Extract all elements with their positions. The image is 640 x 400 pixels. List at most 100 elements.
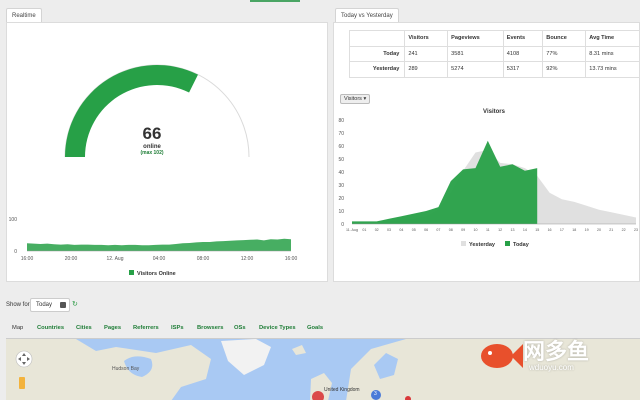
x-tick-label: 11	[486, 228, 490, 232]
x-tick-label: 01	[362, 228, 366, 232]
watermark-title: 网多鱼	[523, 339, 590, 364]
table-cell: 289	[404, 61, 449, 78]
x-tick-label: 12:00	[241, 256, 254, 262]
map-tab-countries[interactable]: Countries	[37, 325, 65, 331]
greenland-land	[221, 339, 271, 375]
x-tick-label: 11. Aug	[346, 228, 358, 232]
hudson-bay-water	[124, 356, 153, 377]
map-tab-oss[interactable]: OSs	[234, 325, 246, 331]
table-header-cell	[348, 30, 406, 47]
table-header-row: Visitors Pageviews Events Bounce Avg Tim…	[348, 30, 640, 47]
legend-swatch-yesterday	[461, 241, 466, 246]
y-tick-label: 10	[338, 209, 344, 215]
tab-today-vs-yesterday[interactable]: Today vs Yesterday	[335, 8, 399, 23]
x-tick-label: 12. Aug	[107, 256, 124, 262]
x-tick-label: 02	[375, 228, 379, 232]
legend-swatch-visitors-online	[129, 270, 134, 275]
map-pan-control[interactable]	[15, 350, 33, 368]
y-tick-label: 40	[338, 170, 344, 176]
metric-select[interactable]: Visitors ▾	[340, 94, 371, 104]
x-tick-label: 09	[461, 228, 465, 232]
date-value: Today	[36, 302, 53, 308]
table-cell: 241	[404, 45, 449, 62]
y-tick-label: 0	[341, 222, 344, 228]
map-tab-cities[interactable]: Cities	[76, 325, 92, 331]
x-tick-label: 07	[436, 228, 440, 232]
map-tab-goals[interactable]: Goals	[307, 325, 324, 331]
legend-label-yesterday: Yesterday	[469, 242, 496, 248]
visitors-online-area	[27, 238, 291, 251]
map-tab-browsers[interactable]: Browsers	[197, 325, 224, 331]
y-tick-label: 80	[338, 118, 344, 124]
x-tick-label: 20:00	[65, 256, 78, 262]
legend-label-today: Today	[513, 242, 530, 248]
y-tick-label: 20	[338, 196, 344, 202]
map-cluster-blue[interactable]	[371, 390, 381, 400]
north-america-land	[6, 339, 211, 400]
x-tick-label: 03	[387, 228, 391, 232]
table-row: Yesterday 289 5274 5317 92% 13.73 mins	[348, 61, 640, 78]
map-tab-referrers[interactable]: Referrers	[133, 325, 159, 331]
x-tick-label: 10	[473, 228, 477, 232]
y-tick-label: 50	[338, 157, 344, 163]
map-tab-device-types[interactable]: Device Types	[259, 325, 296, 331]
online-gauge	[64, 64, 250, 158]
table-header-cell: Bounce	[542, 30, 587, 47]
y-tick-label: 0	[14, 249, 17, 255]
gauge-value-arc	[65, 65, 198, 157]
x-tick-label: 16:00	[285, 256, 298, 262]
fish-logo-icon	[481, 344, 523, 368]
table-header-cell: Visitors	[404, 30, 449, 47]
street-view-pegman-icon[interactable]	[19, 377, 25, 389]
table-cell: 92%	[542, 61, 587, 78]
table-cell: 5274	[447, 61, 504, 78]
top-bar	[0, 0, 640, 4]
series-area-today	[352, 140, 538, 224]
visitors-online-chart: 100 0 16:00 20:00 12. Aug 04:00 08:00 12:00 16:0…	[9, 217, 298, 277]
x-tick-label: 13	[511, 228, 515, 232]
map-cluster-count[interactable]: 3	[374, 391, 377, 397]
legend-swatch-today	[505, 241, 510, 246]
table-cell: 13.73 mins	[585, 61, 640, 78]
online-max: (max 102)	[140, 150, 164, 156]
x-tick-label: 17	[560, 228, 564, 232]
x-tick-label: 23	[634, 228, 638, 232]
world-map[interactable]: Hudson Bay United Kingdom 3	[6, 338, 640, 400]
x-tick-label: 12	[498, 228, 502, 232]
table-cell: 3581	[447, 45, 504, 62]
chart-title: Visitors	[483, 109, 506, 115]
table-header-cell: Avg Time	[585, 30, 640, 47]
table-cell: 4108	[502, 45, 544, 62]
iceland-land	[292, 345, 306, 355]
table-header-cell: Events	[502, 30, 544, 47]
map-marker[interactable]	[405, 396, 411, 400]
eurasia-land	[346, 339, 640, 400]
x-tick-label: 15	[535, 228, 539, 232]
date-picker[interactable]: Today	[30, 298, 70, 312]
legend-label-visitors-online: Visitors Online	[137, 271, 176, 277]
map-canvas	[6, 339, 640, 400]
x-tick-label: 19	[585, 228, 589, 232]
y-tick-label: 70	[338, 131, 344, 137]
table-header-cell: Pageviews	[447, 30, 504, 47]
tab-realtime[interactable]: Realtime	[6, 8, 42, 23]
table-row-label: Yesterday	[348, 61, 406, 78]
x-tick-label: 05	[412, 228, 416, 232]
map-label-hudson-bay: Hudson Bay	[112, 366, 140, 372]
refresh-icon[interactable]: ↻	[72, 301, 78, 308]
y-tick-label: 30	[338, 183, 344, 189]
online-label: online	[143, 144, 161, 150]
pan-arrows-icon	[18, 353, 30, 365]
map-tab-map[interactable]: Map	[12, 325, 24, 331]
map-tab-pages[interactable]: Pages	[104, 325, 122, 331]
table-row-label: Today	[348, 45, 406, 62]
table-row: Today 241 3581 4108 77% 8.31 mins	[348, 45, 640, 62]
baltic-water	[374, 353, 398, 379]
calendar-icon[interactable]	[60, 302, 66, 308]
watermark-url: wduoyu.com	[529, 363, 574, 372]
site-watermark: 网多鱼 wduoyu.com	[475, 328, 635, 384]
map-tab-isps[interactable]: ISPs	[171, 325, 184, 331]
map-cluster-red[interactable]	[312, 391, 324, 400]
x-tick-label: 16:00	[21, 256, 34, 262]
x-tick-label: 14	[523, 228, 527, 232]
